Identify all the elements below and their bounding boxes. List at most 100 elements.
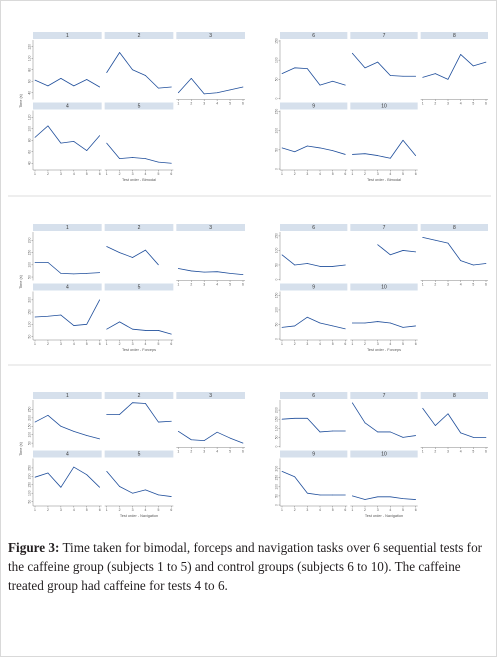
panel-subject-4: 4 50 100 150 200 250 1 2 3 4 5 6 [28, 450, 102, 512]
data-point [281, 327, 283, 328]
y-tick-label: 200 [28, 473, 32, 479]
y-tick-label: 0 [275, 168, 279, 170]
y-tick-label: 100 [28, 262, 32, 268]
series-line-subject-2 [106, 246, 159, 266]
panel-strip-label: 2 [138, 393, 141, 399]
data-point [145, 249, 146, 251]
x-tick-label: 6 [242, 283, 244, 287]
data-point [190, 78, 192, 79]
data-point [402, 139, 404, 141]
x-tick-label: 4 [389, 172, 391, 176]
panel-strip-label: 4 [66, 452, 69, 458]
data-point [119, 414, 120, 415]
data-point [306, 316, 308, 318]
series-line-subject-10 [352, 321, 416, 328]
data-point [106, 142, 108, 144]
panel-strip-label: 8 [453, 225, 456, 231]
data-point [344, 328, 346, 330]
data-point [145, 403, 146, 404]
data-point [203, 93, 205, 95]
y-tick-label: 100 [28, 55, 32, 61]
panel-strip-label: 5 [138, 452, 141, 458]
data-point [145, 489, 146, 491]
panel-strip [350, 283, 418, 291]
panel-subject-9: 9 0 50 100 150 200 1 2 3 4 5 6 [275, 450, 348, 512]
data-point [177, 92, 179, 94]
panel-subject-3: 3 1 2 3 4 5 6 [176, 224, 245, 287]
data-point [60, 273, 62, 274]
data-point [229, 89, 231, 91]
panel-strip-label: 9 [312, 452, 315, 458]
x-tick-label: 6 [415, 342, 417, 346]
x-tick-label: 3 [203, 102, 205, 106]
panel-strip-label: 8 [453, 393, 456, 399]
data-point [306, 417, 308, 419]
panel-subject-5: 5 1 2 3 4 5 6 [104, 450, 174, 512]
series-line-subject-8 [422, 236, 487, 266]
y-tick-label: 80 [28, 68, 32, 72]
data-point [34, 476, 36, 478]
x-tick-label: 6 [99, 342, 101, 346]
data-point [422, 237, 424, 238]
x-tick-label: 3 [306, 342, 308, 346]
data-point [447, 413, 449, 415]
x-tick-label: 1 [281, 508, 283, 512]
series-line-subject-4 [34, 299, 101, 326]
y-tick-label: 60 [28, 79, 32, 83]
x-tick-label: 6 [344, 172, 346, 176]
x-tick-label: 6 [242, 102, 244, 106]
data-point [158, 87, 159, 89]
x-tick-label: 4 [145, 172, 147, 176]
x-tick-label: 1 [177, 283, 179, 287]
facet-block-bimodal-control: 6 0 50 100 150 7 8 1 2 3 4 5 6 9 0 50 100 150 1 2 3 4 5 6 10 1 2 3 4… [275, 32, 488, 182]
x-tick-label: 2 [294, 172, 296, 176]
x-tick-label: 2 [434, 283, 436, 287]
data-point [332, 150, 334, 151]
series-line-subject-7 [352, 53, 416, 77]
panel-strip-label: 10 [381, 285, 387, 291]
x-tick-label: 5 [332, 508, 334, 512]
data-point [294, 67, 296, 69]
panel-subject-6: 6 0 50 100 150 200 [275, 392, 348, 448]
data-point [73, 325, 75, 326]
panel-strip-label: 6 [312, 225, 315, 231]
x-axis-title: Test order - Forceps [367, 348, 401, 352]
y-axis-title: Time (s) [19, 441, 23, 456]
data-point [402, 327, 404, 328]
data-point [344, 264, 346, 266]
series-line-subject-8 [422, 408, 486, 438]
x-tick-label: 1 [34, 172, 36, 176]
x-axis-title: Test order - Bimodal [122, 178, 156, 182]
panel-strip-label: 2 [138, 225, 141, 231]
x-tick-label: 4 [73, 508, 75, 512]
x-tick-label: 3 [60, 342, 62, 346]
x-tick-label: 2 [190, 450, 192, 454]
data-point [306, 145, 308, 147]
data-point [294, 417, 296, 419]
x-tick-label: 1 [281, 172, 283, 176]
data-point [119, 158, 120, 159]
data-point [389, 431, 391, 433]
data-point [281, 73, 283, 74]
data-point [485, 61, 487, 63]
data-point [132, 328, 133, 330]
series-line-subject-6 [281, 67, 346, 86]
x-tick-label: 2 [119, 342, 121, 346]
data-point [344, 154, 346, 155]
x-tick-label: 3 [377, 342, 379, 346]
series-line-subject-8 [422, 54, 487, 80]
y-tick-label: 150 [275, 416, 279, 422]
panel-strip-label: 1 [66, 225, 69, 231]
y-tick-label: 100 [275, 425, 279, 431]
y-tick-label: 200 [275, 407, 279, 413]
data-point [203, 440, 205, 441]
data-point [60, 314, 62, 316]
x-tick-label: 5 [402, 172, 404, 176]
data-point [229, 273, 231, 274]
x-axis-title: Test order - Navigation [120, 514, 158, 518]
x-tick-label: 5 [229, 450, 231, 454]
x-tick-label: 5 [86, 508, 88, 512]
x-tick-label: 4 [319, 342, 321, 346]
data-point [242, 274, 244, 275]
x-tick-label: 3 [377, 508, 379, 512]
